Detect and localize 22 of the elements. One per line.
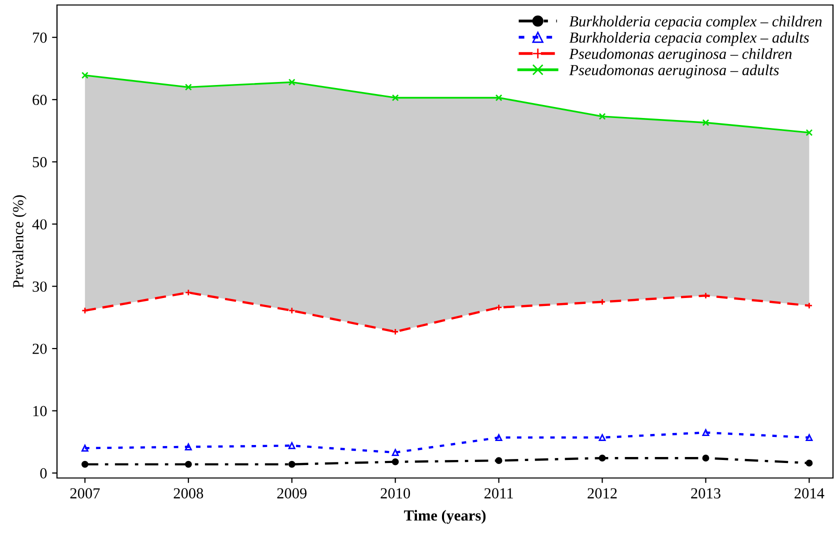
legend-label: Pseudomonas aeruginosa – adults — [569, 64, 779, 78]
x-tick-label: 2010 — [380, 488, 410, 498]
y-tick-label: 30 — [32, 281, 47, 292]
y-tick-label: 70 — [33, 32, 47, 43]
x-tick-label: 2013 — [691, 488, 720, 498]
y-tick-label: 0 — [40, 468, 47, 478]
legend-label: Pseudomonas aeruginosa – children — [569, 48, 792, 62]
x-axis-title: Time (years) — [404, 510, 486, 524]
y-tick-label: 50 — [32, 156, 47, 168]
x-tick-label: 2008 — [174, 488, 204, 498]
y-tick-label: 40 — [32, 219, 47, 230]
x-tick-label: 2011 — [484, 488, 513, 498]
legend-label: Burkholderia cepacia complex – adults — [569, 32, 809, 46]
x-tick-label: 2012 — [588, 488, 617, 498]
y-axis-title: Prevalence (%) — [12, 195, 26, 288]
y-tick-label: 60 — [32, 94, 47, 106]
x-tick-label: 2007 — [70, 488, 100, 498]
x-tick-label: 2009 — [277, 488, 307, 498]
x-tick-label: 2014 — [794, 488, 824, 498]
y-tick-label: 10 — [33, 406, 47, 416]
y-tick-label: 20 — [32, 344, 47, 354]
legend-label: Burkholderia cepacia complex – children — [569, 16, 822, 30]
